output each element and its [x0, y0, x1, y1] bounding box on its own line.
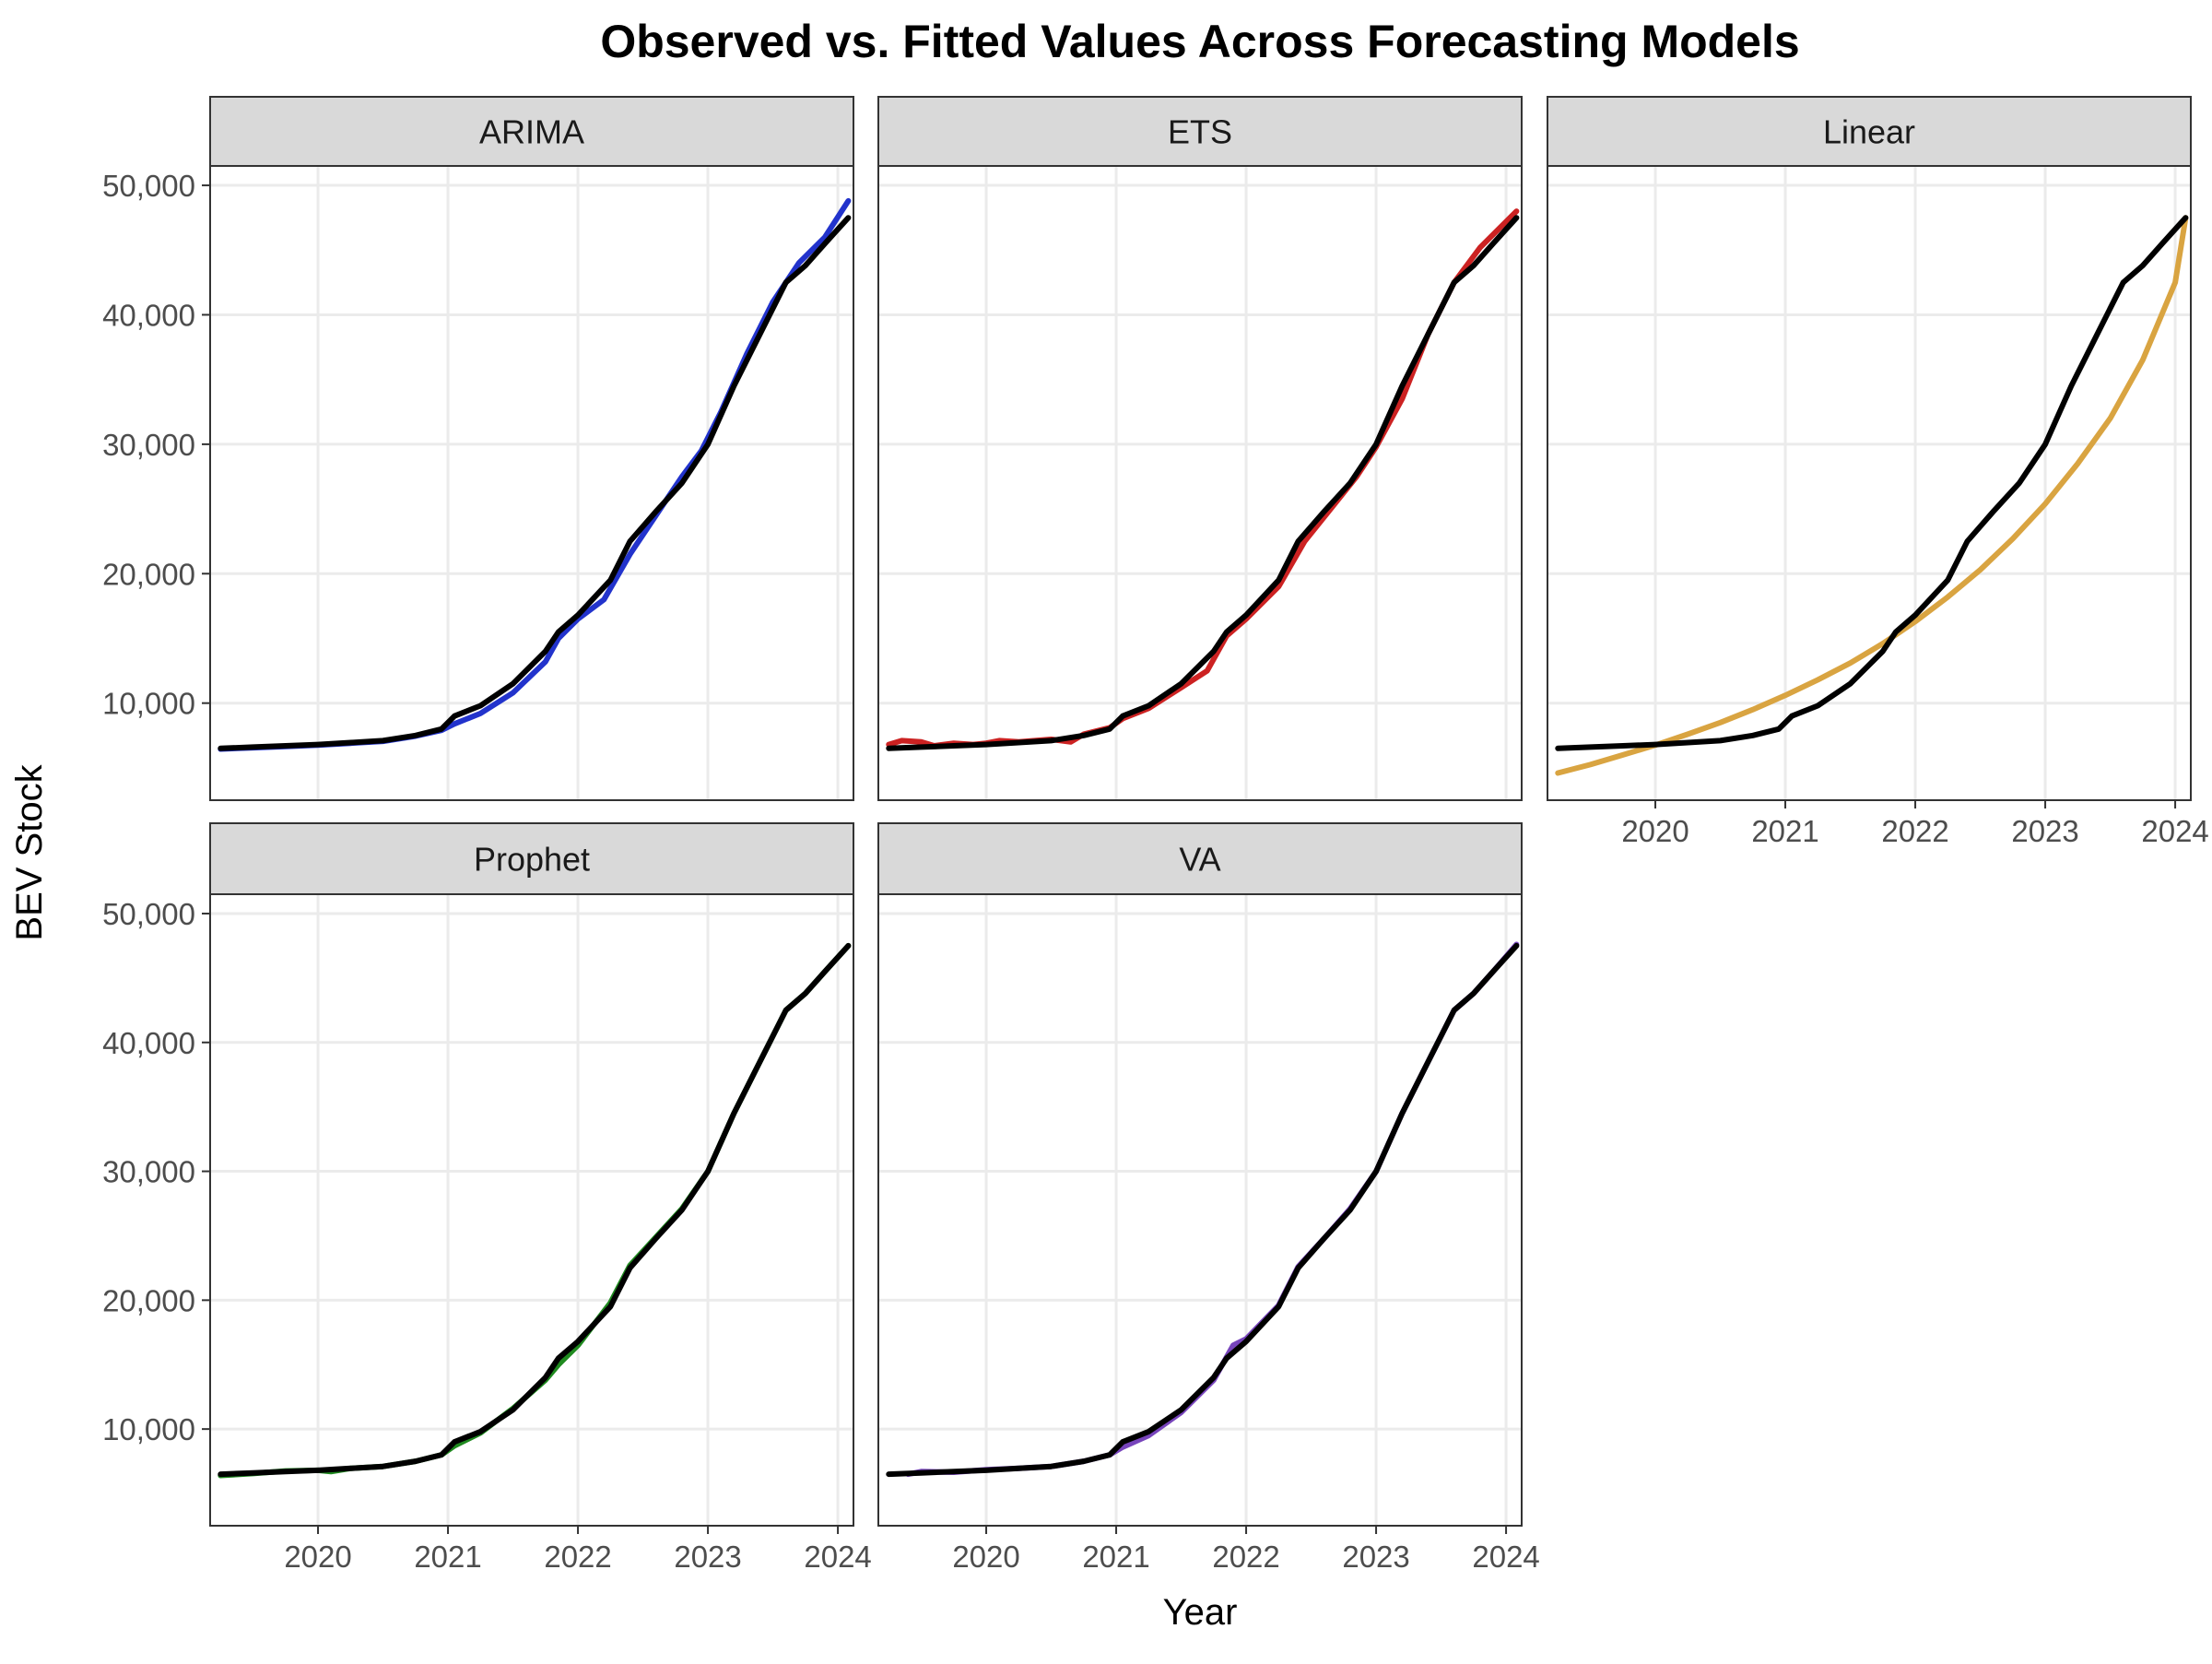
y-tick-label: 20,000: [102, 1283, 195, 1317]
gridlines: [878, 894, 1522, 1526]
gridlines: [210, 166, 853, 800]
x-tick-label: 2021: [1082, 1540, 1149, 1574]
y-tick-label: 40,000: [102, 298, 195, 332]
gridlines: [210, 894, 853, 1526]
gridlines: [878, 166, 1522, 800]
plot-area: [210, 894, 853, 1526]
x-tick-label: 2023: [2011, 814, 2078, 848]
x-tick-label: 2021: [1751, 814, 1818, 848]
observed-line: [886, 215, 1520, 751]
panel-strip: [209, 96, 854, 167]
panel-arima: ARIMA 10,000 20,000 30,000 40,000 50,000: [102, 96, 854, 801]
y-axis-title: BEV Stock: [9, 763, 50, 940]
x-tick-label: 2022: [544, 1540, 611, 1574]
x-tick-label: 2024: [804, 1540, 871, 1574]
panel-strip: [1547, 96, 2192, 167]
panel-strip: [877, 96, 1523, 167]
y-tick-label: 50,000: [102, 897, 195, 931]
x-tick-label: 2022: [1212, 1540, 1279, 1574]
panel-border: [209, 165, 854, 801]
panel-border: [1547, 165, 2192, 801]
panel-linear: Linear 2020 2021 2022 2023 2024: [1547, 96, 2209, 848]
x-tick-label: 2022: [1881, 814, 1948, 848]
y-tick-label: 20,000: [102, 557, 195, 591]
panel-label: VA: [1179, 841, 1220, 879]
chart-title: Observed vs. Fitted Values Across Foreca…: [600, 16, 1799, 67]
observed-line: [886, 942, 1520, 1478]
observed-line: [218, 215, 852, 751]
panel-border: [877, 893, 1523, 1527]
observed-line: [1555, 215, 2189, 751]
plot-area: [878, 894, 1522, 1526]
x-tick-label: 2020: [284, 1540, 351, 1574]
panel-prophet: Prophet 10,000 20,000 30,000 40,000 50,000 202…: [102, 822, 872, 1574]
y-tick-label: 40,000: [102, 1026, 195, 1060]
y-tick-label: 10,000: [102, 687, 195, 721]
y-tick-label: 10,000: [102, 1412, 195, 1446]
panel-va: VA 2020 2021 2022 2023 2024: [877, 822, 1540, 1574]
x-tick-label: 2024: [2141, 814, 2208, 848]
panel-label: Linear: [1823, 113, 1915, 151]
observed-line: [218, 942, 852, 1478]
panel-strip: [209, 822, 854, 895]
x-tick-label: 2020: [1621, 814, 1688, 848]
y-tick-label: 30,000: [102, 428, 195, 462]
plot-area: [210, 166, 853, 800]
panel-border: [209, 893, 854, 1527]
panels-layer: ARIMA 10,000 20,000 30,000 40,000 50,000 ETS Li…: [102, 96, 2209, 1574]
panel-ets: ETS: [877, 96, 1523, 801]
x-tick-label: 2020: [952, 1540, 1019, 1574]
x-tick-label: 2023: [1342, 1540, 1409, 1574]
x-axis-title: Year: [1163, 1592, 1238, 1633]
panel-label: ETS: [1168, 113, 1232, 151]
plot-area: [878, 166, 1522, 800]
y-tick-label: 30,000: [102, 1155, 195, 1189]
plot-area: [1547, 166, 2191, 800]
x-tick-label: 2021: [414, 1540, 481, 1574]
x-tick-label: 2023: [674, 1540, 741, 1574]
panel-border: [877, 165, 1523, 801]
panel-label: Prophet: [474, 841, 590, 879]
x-tick-label: 2024: [1472, 1540, 1539, 1574]
y-tick-label: 50,000: [102, 169, 195, 203]
panel-label: ARIMA: [479, 113, 584, 151]
gridlines: [1547, 166, 2191, 800]
